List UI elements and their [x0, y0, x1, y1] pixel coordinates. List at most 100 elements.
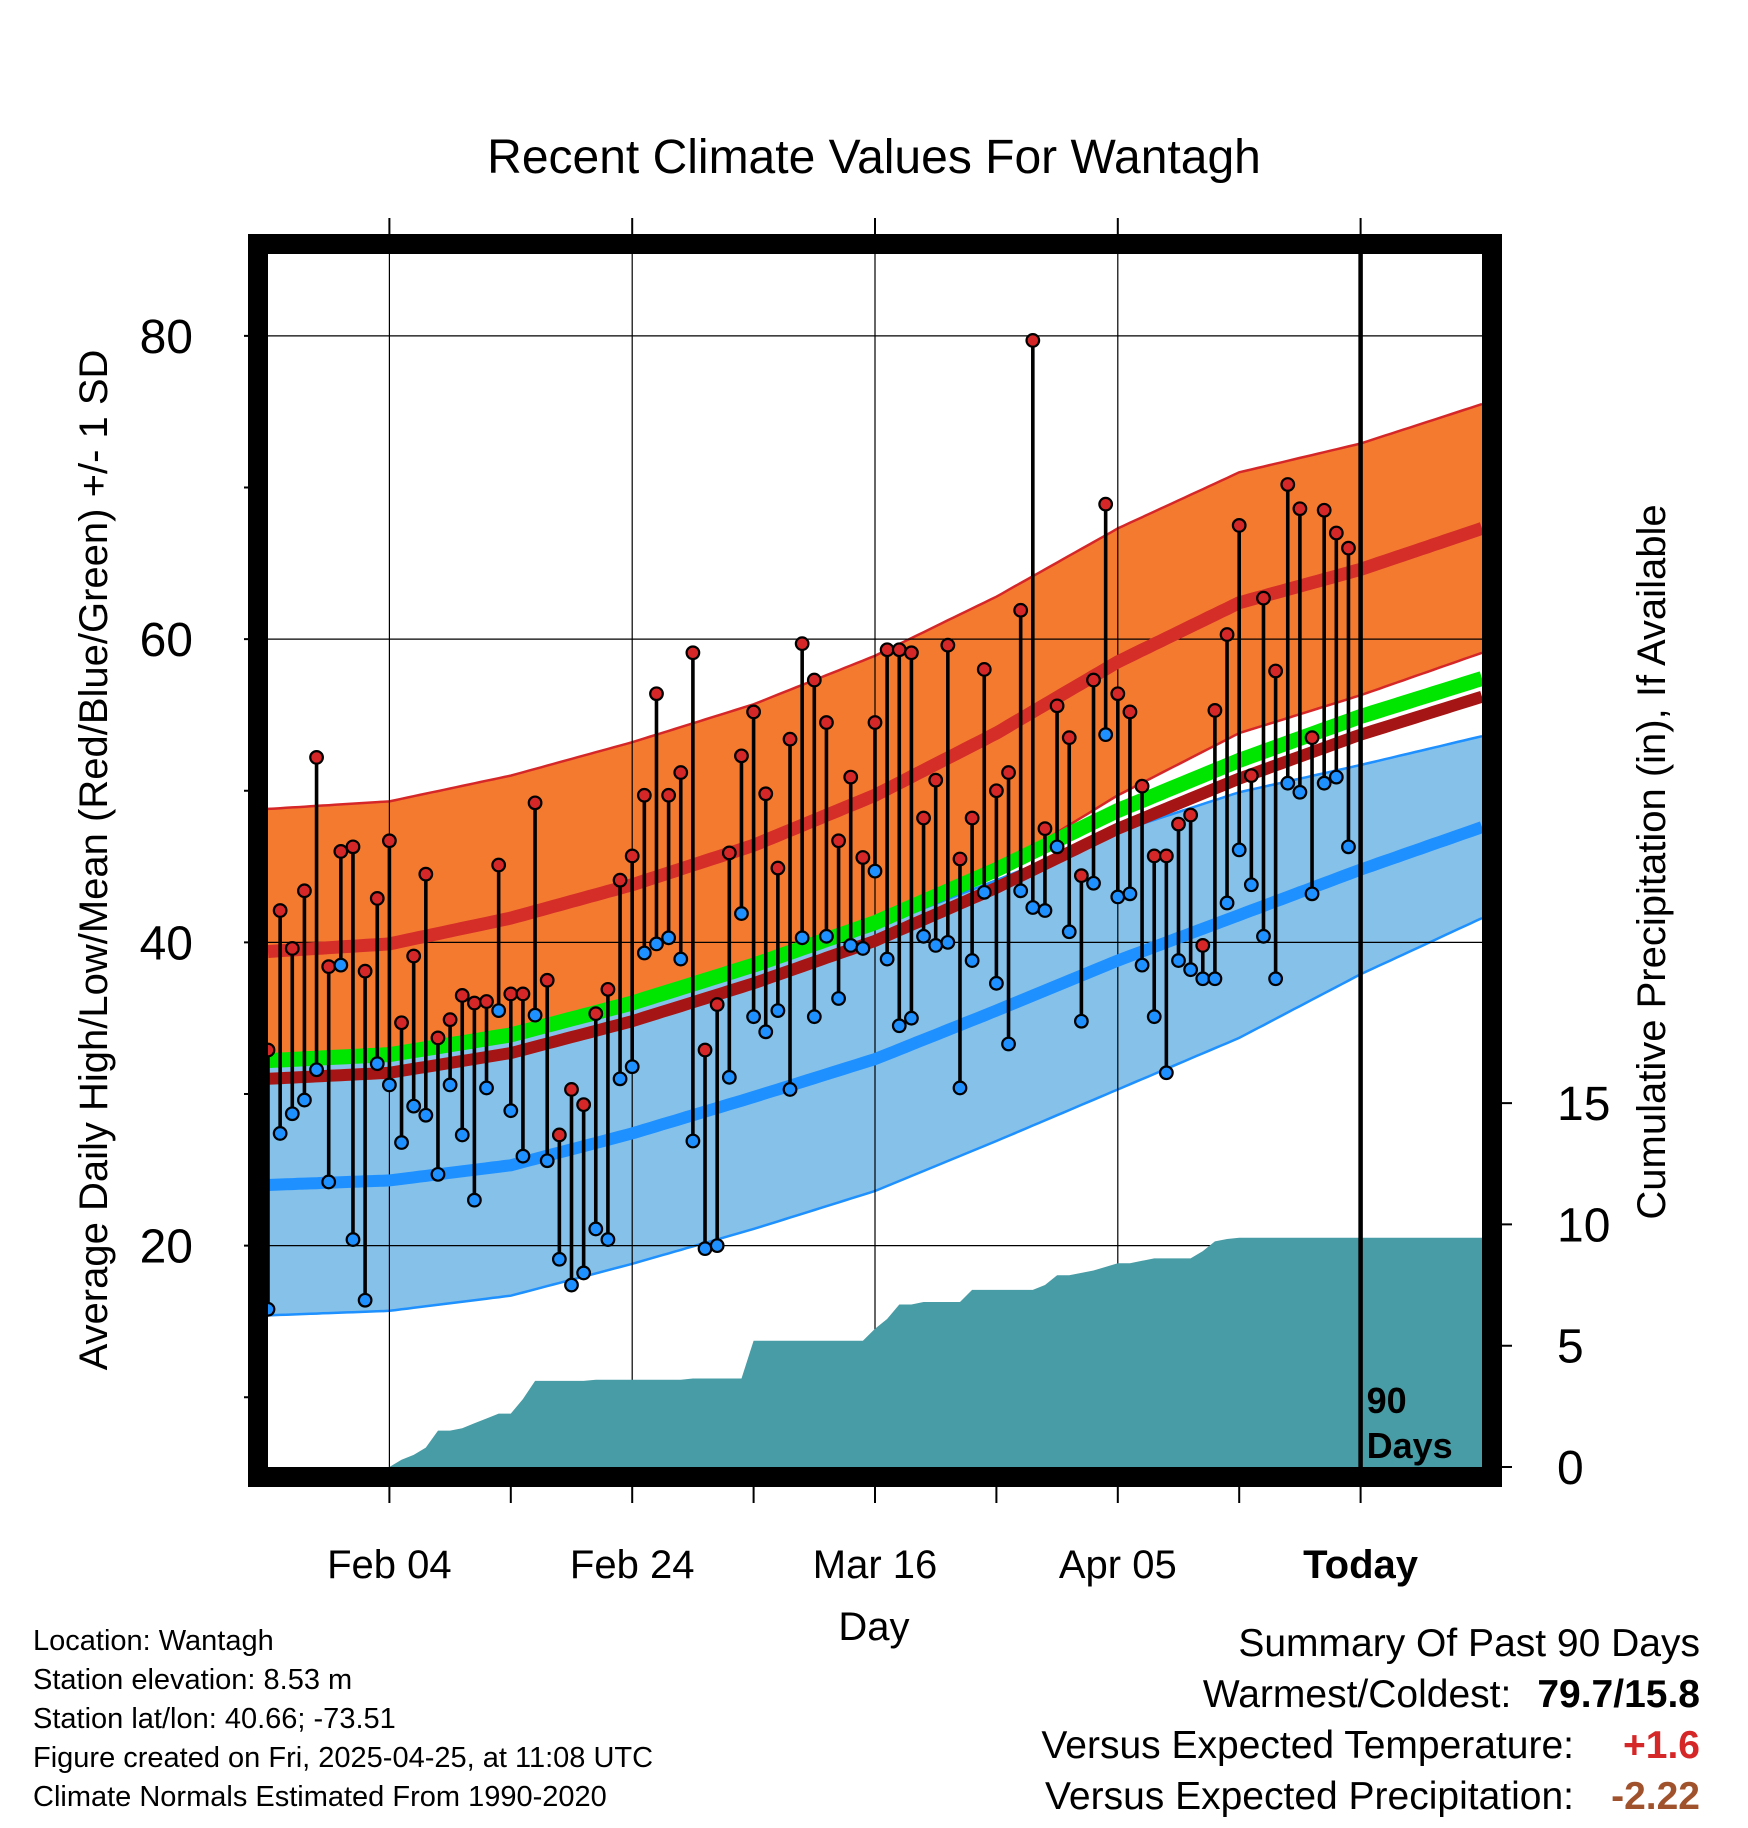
daily-high-point — [357, 963, 373, 979]
daily-high-point — [794, 636, 810, 652]
daily-high-point — [442, 1012, 458, 1028]
daily-high-point — [1292, 501, 1308, 517]
y-tick-label: 20 — [140, 1221, 193, 1274]
daily-high-point — [576, 1097, 592, 1113]
daily-low-point — [503, 1103, 519, 1119]
daily-high-point — [1110, 686, 1126, 702]
daily-high-point — [309, 749, 324, 765]
daily-low-point — [479, 1080, 494, 1096]
daily-high-point — [382, 833, 397, 849]
precip-label: Versus Expected Precipitation: — [1045, 1775, 1574, 1818]
daily-high-point — [661, 787, 677, 803]
daily-low-point — [891, 1018, 907, 1034]
daily-high-point — [466, 995, 482, 1011]
daily-low-point — [1098, 727, 1114, 743]
summary-panel: Summary Of Past 90 Days Warmest/Coldest:… — [1041, 1618, 1700, 1822]
daily-low-point — [1037, 903, 1053, 918]
daily-low-point — [1219, 895, 1235, 911]
daily-low-point — [697, 1241, 713, 1257]
daily-low-point — [721, 1069, 737, 1085]
daily-high-point — [1231, 518, 1247, 533]
daily-high-point — [1086, 672, 1101, 688]
daily-high-point — [879, 642, 895, 658]
daily-low-point — [272, 1126, 288, 1141]
daily-high-point — [721, 845, 737, 861]
daily-low-point — [1195, 971, 1211, 987]
daily-low-point — [1061, 924, 1077, 940]
daily-low-point — [1341, 839, 1356, 855]
y-tick-label: 60 — [140, 614, 193, 667]
daily-low-point — [406, 1098, 422, 1114]
daily-low-point — [685, 1133, 701, 1149]
daily-low-point — [879, 951, 895, 967]
daily-low-point — [1122, 886, 1138, 902]
daily-high-point — [709, 997, 725, 1012]
daily-high-point — [394, 1015, 409, 1031]
daily-high-point — [564, 1082, 579, 1097]
daily-low-point — [1049, 839, 1065, 855]
daily-high-point — [1025, 333, 1041, 348]
y-axis-title: Average Daily High/Low/Mean (Red/Blue/Gr… — [72, 350, 116, 1371]
latlon-text: Station lat/lon: 40.66; -73.51 — [33, 1703, 396, 1735]
daily-low-point — [1280, 775, 1296, 791]
warmest-label: Warmest/Coldest: — [1202, 1673, 1512, 1716]
station-info: Location: Wantagh Station elevation: 8.5… — [33, 1622, 653, 1817]
daily-high-point — [1061, 730, 1077, 746]
daily-high-point — [891, 642, 907, 658]
daily-high-point — [297, 883, 312, 899]
daily-high-point — [454, 988, 470, 1003]
x-tick-label: Apr 05 — [1059, 1543, 1177, 1587]
precip-area — [268, 1237, 1482, 1467]
daily-high-point — [819, 715, 834, 730]
daily-high-point — [406, 948, 422, 964]
daily-high-point — [1013, 602, 1029, 618]
daily-high-point — [527, 795, 543, 811]
daily-high-point — [479, 994, 494, 1009]
daily-high-point — [612, 872, 628, 888]
daily-high-point — [916, 810, 931, 826]
x-tick-label: Today — [1303, 1543, 1419, 1587]
daily-high-point — [1049, 698, 1065, 714]
daily-low-point — [782, 1082, 798, 1097]
daily-low-point — [491, 1003, 507, 1019]
daily-low-point — [734, 906, 749, 921]
daily-high-point — [1256, 590, 1271, 606]
daily-low-point — [1256, 928, 1271, 944]
daily-high-point — [321, 959, 337, 975]
normals-text: Climate Normals Estimated From 1990-2020 — [33, 1781, 607, 1813]
daily-high-point — [782, 731, 798, 747]
daily-high-point — [600, 981, 616, 997]
daily-high-point — [1316, 502, 1332, 518]
daily-high-point — [636, 787, 652, 803]
x-axis-title: Day — [838, 1605, 909, 1649]
daily-high-point — [1195, 938, 1211, 953]
daily-high-point — [806, 672, 822, 688]
daily-low-point — [636, 945, 652, 961]
daily-low-point — [831, 991, 846, 1006]
daily-low-point — [819, 928, 834, 944]
created-text: Figure created on Fri, 2025-04-25, at 11… — [33, 1742, 654, 1774]
daily-high-point — [904, 645, 919, 661]
daily-low-point — [843, 938, 859, 953]
daily-high-point — [1171, 816, 1186, 832]
daily-low-point — [952, 1080, 968, 1096]
daily-low-point — [649, 936, 664, 952]
daily-high-point — [746, 704, 761, 720]
summary-warmest-row: Warmest/Coldest: 79.7/15.8 — [1041, 1669, 1700, 1720]
daily-low-point — [940, 934, 956, 950]
daily-high-point — [964, 810, 980, 826]
x-tick-label: Feb 24 — [570, 1543, 695, 1587]
daily-high-point — [503, 986, 519, 1002]
daily-low-point — [1110, 889, 1126, 905]
daily-low-point — [527, 1007, 543, 1023]
daily-high-point — [989, 783, 1004, 799]
daily-high-point — [1158, 848, 1174, 864]
daily-mean-shadow-line — [268, 690, 1482, 1085]
y2-axis-title: Cumulative Precipitation (in), If Availa… — [1630, 504, 1674, 1219]
daily-low-point — [758, 1024, 774, 1040]
daily-high-point — [418, 866, 434, 882]
daily-high-point — [333, 844, 349, 859]
daily-low-point — [333, 957, 349, 973]
daily-low-point — [964, 953, 980, 968]
daily-low-point — [1001, 1036, 1016, 1052]
